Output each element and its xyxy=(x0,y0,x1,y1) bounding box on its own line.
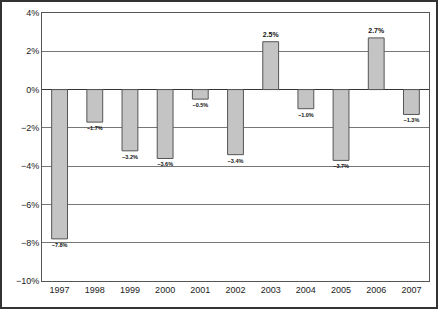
svg-text:2003: 2003 xyxy=(261,285,281,295)
svg-text:−3.6%: −3.6% xyxy=(157,161,173,167)
svg-text:−3.4%: −3.4% xyxy=(228,158,244,164)
svg-text:−3.7%: −3.7% xyxy=(333,163,349,169)
svg-text:2005: 2005 xyxy=(331,285,351,295)
svg-text:2007: 2007 xyxy=(401,285,421,295)
svg-text:1998: 1998 xyxy=(85,285,105,295)
svg-text:4%: 4% xyxy=(26,8,39,18)
svg-text:2.7%: 2.7% xyxy=(368,27,384,34)
svg-text:2001: 2001 xyxy=(190,285,210,295)
svg-text:2002: 2002 xyxy=(225,285,245,295)
svg-text:−1.0%: −1.0% xyxy=(298,112,314,118)
svg-text:−1.3%: −1.3% xyxy=(404,117,420,123)
svg-text:−8%: −8% xyxy=(21,238,39,248)
svg-text:2004: 2004 xyxy=(296,285,316,295)
svg-text:2000: 2000 xyxy=(155,285,175,295)
svg-text:0%: 0% xyxy=(26,85,39,95)
svg-text:−1.7%: −1.7% xyxy=(87,125,103,131)
svg-text:−2%: −2% xyxy=(21,123,39,133)
svg-text:−7.8%: −7.8% xyxy=(52,242,68,248)
svg-text:2.5%: 2.5% xyxy=(263,31,279,38)
svg-text:1997: 1997 xyxy=(50,285,70,295)
svg-text:−3.2%: −3.2% xyxy=(122,154,138,160)
svg-text:−10%: −10% xyxy=(16,276,39,286)
svg-text:2006: 2006 xyxy=(366,285,386,295)
svg-text:1999: 1999 xyxy=(120,285,140,295)
svg-text:2%: 2% xyxy=(26,46,39,56)
svg-text:−4%: −4% xyxy=(21,161,39,171)
svg-text:−0.5%: −0.5% xyxy=(192,102,208,108)
svg-text:−6%: −6% xyxy=(21,200,39,210)
